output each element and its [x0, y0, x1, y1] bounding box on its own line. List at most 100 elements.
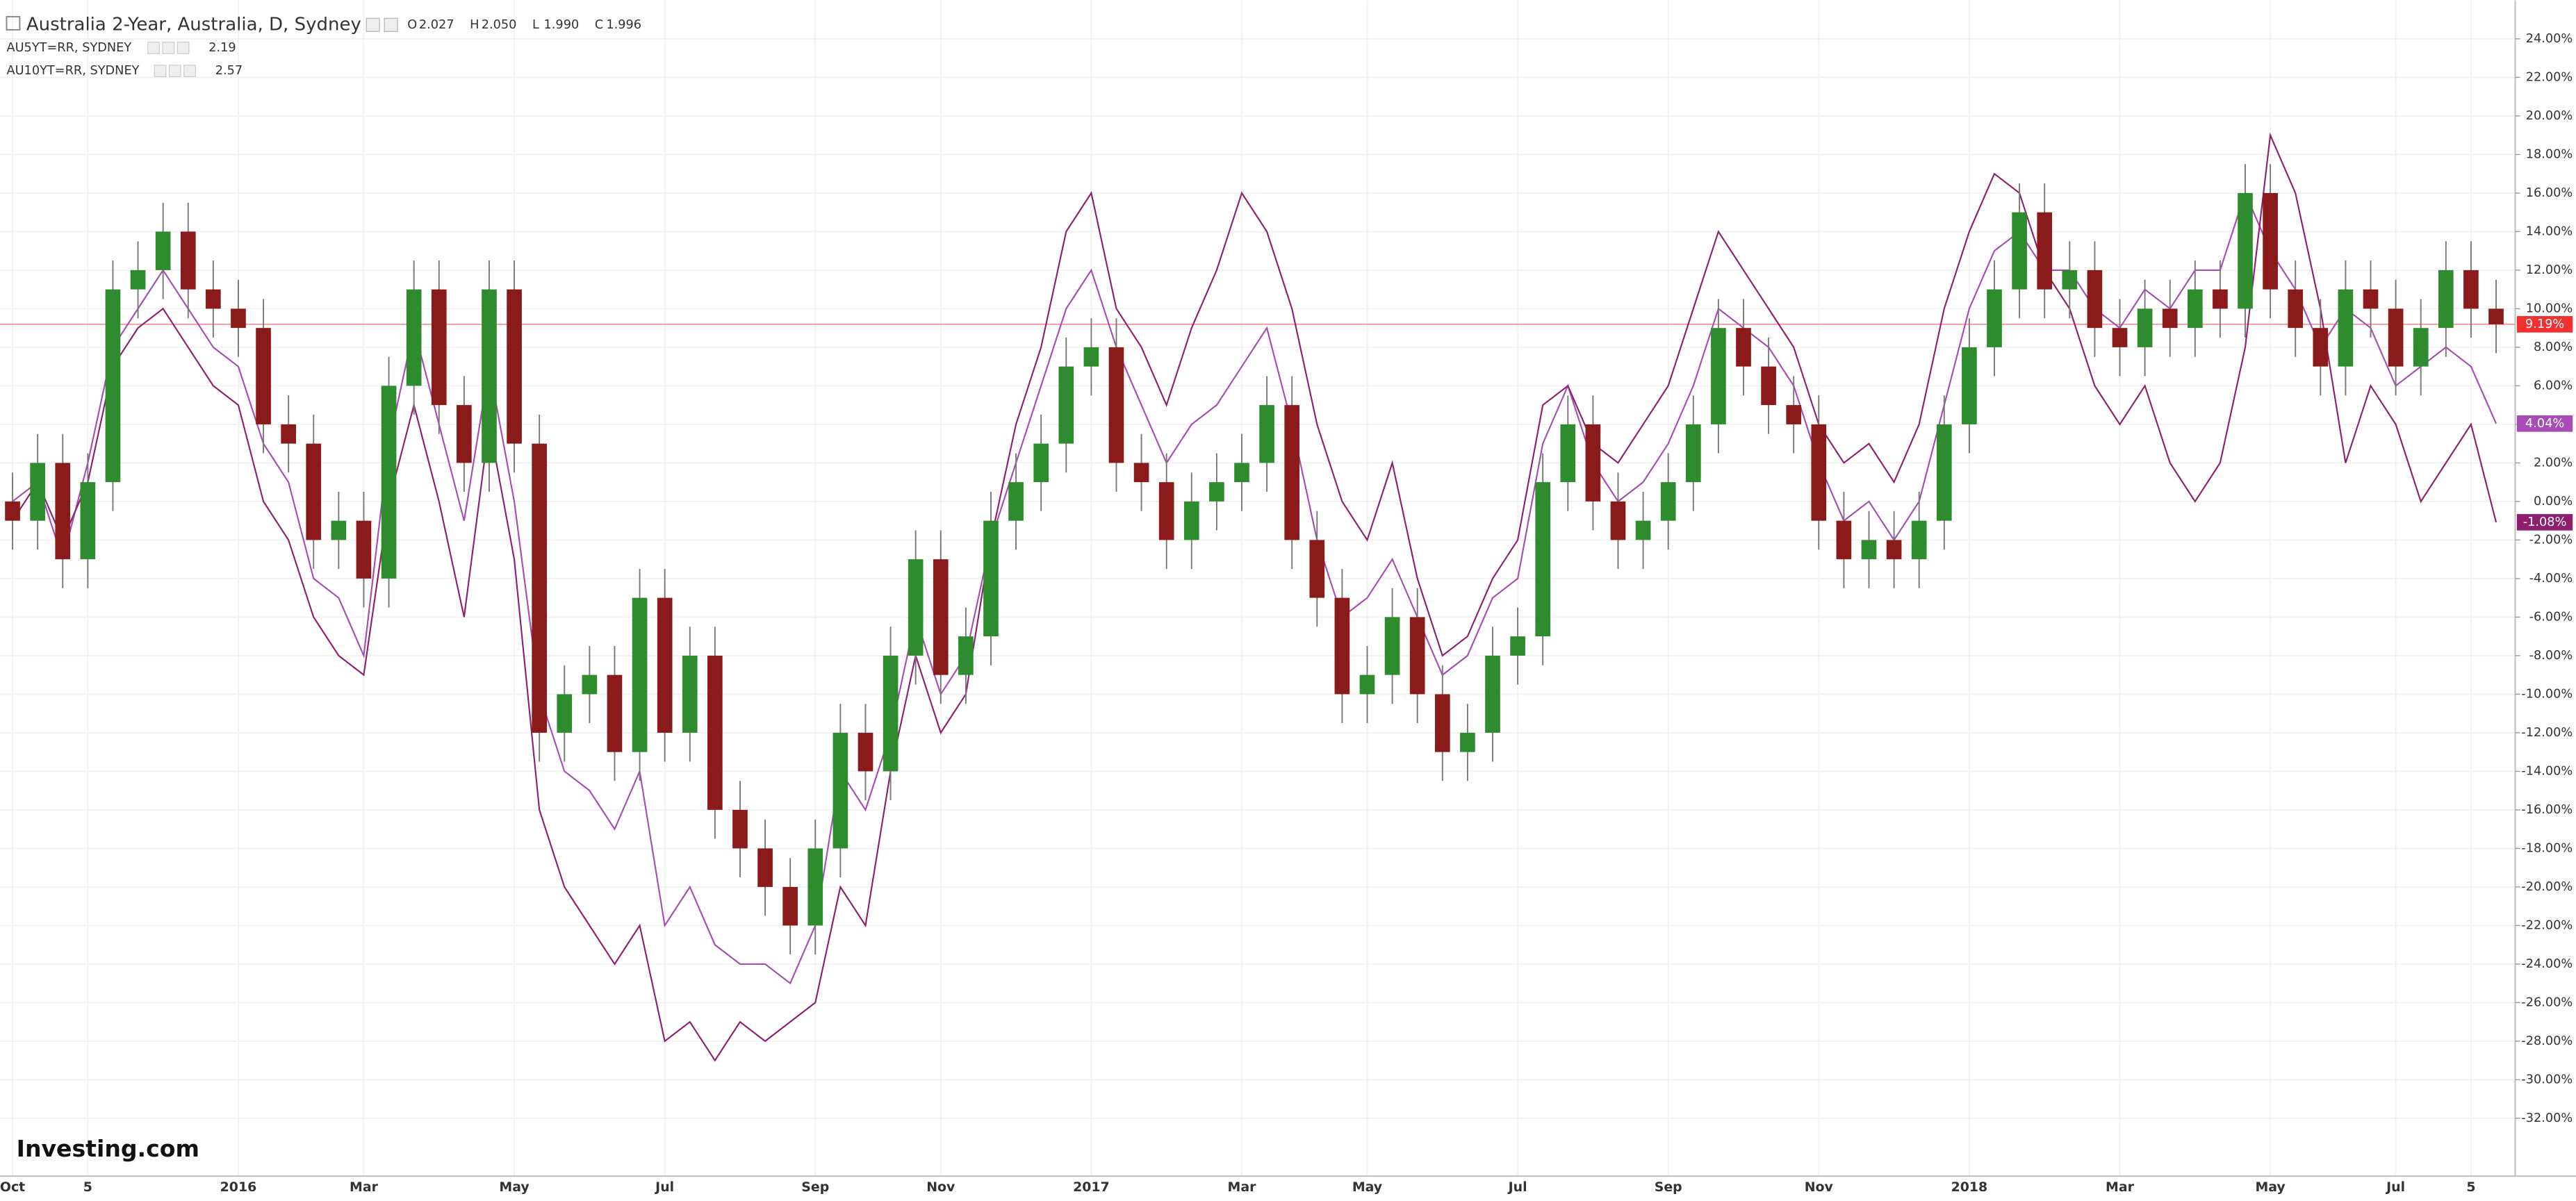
candle-body — [281, 424, 296, 444]
candle-body — [1359, 674, 1375, 695]
candle-body — [30, 463, 45, 521]
candle-body — [1962, 347, 1977, 424]
x-tick-label: Mar — [1228, 1179, 1257, 1195]
candle-body — [908, 559, 924, 656]
candle-body — [1987, 289, 2002, 347]
legend-value: 2.57 — [215, 64, 243, 78]
y-tick-label: 24.00% — [2526, 32, 2573, 46]
x-tick-label: Jul — [1507, 1179, 1527, 1195]
candle-body — [807, 848, 823, 926]
candle-body — [657, 597, 673, 733]
candle-body — [2238, 192, 2253, 309]
y-tick-label: 0.00% — [2534, 495, 2573, 508]
candle-body — [1234, 463, 1249, 483]
candle-body — [1535, 482, 1551, 637]
price-tag — [2516, 316, 2573, 333]
candle-body — [482, 289, 497, 463]
price-tag-label: 9.19% — [2525, 317, 2564, 331]
ohlc-key: H — [470, 18, 479, 32]
y-tick-label: 8.00% — [2534, 340, 2573, 354]
legend-icon — [177, 42, 190, 54]
candle-body — [582, 674, 598, 695]
candle-body — [1008, 482, 1024, 521]
chart-title: Australia 2-Year, Australia, D, Sydney — [26, 14, 361, 35]
y-tick-label: -28.00% — [2521, 1034, 2573, 1048]
candle-body — [1284, 405, 1300, 540]
candle-body — [1610, 501, 1626, 540]
y-tick-label: 14.00% — [2526, 224, 2573, 238]
candle-body — [1209, 482, 1224, 502]
legend-icon — [154, 65, 167, 77]
candle-body — [2338, 289, 2354, 367]
collapse-icon[interactable] — [6, 16, 21, 31]
candle-body — [2363, 289, 2379, 309]
ohlc-value: 1.990 — [544, 18, 580, 32]
candle-body — [782, 886, 798, 926]
candle-body — [1660, 482, 1676, 521]
y-tick-label: -18.00% — [2521, 841, 2573, 855]
candle-body — [2162, 308, 2178, 329]
price-tag-label: -1.08% — [2523, 515, 2567, 529]
candle-body — [130, 270, 146, 290]
series-line — [12, 132, 2497, 1062]
candle-body — [1861, 540, 1877, 560]
x-tick-label: 5 — [83, 1179, 92, 1195]
candle-body — [2037, 212, 2053, 290]
y-tick-label: 10.00% — [2526, 301, 2573, 315]
legend-icon — [168, 65, 181, 77]
candle-body — [532, 443, 547, 733]
candle-body — [2488, 308, 2504, 324]
candle-body — [2012, 212, 2027, 290]
legend-name: AU10YT=RR, SYDNEY — [6, 64, 139, 78]
y-tick-label: -6.00% — [2529, 610, 2573, 624]
x-tick-label: Nov — [926, 1179, 955, 1195]
candle-body — [707, 655, 723, 810]
ohlc-key: O — [407, 18, 417, 32]
candle-body — [2438, 270, 2454, 329]
candle-body — [1183, 501, 1199, 540]
y-tick-label: -26.00% — [2521, 995, 2573, 1009]
candle-body — [2062, 270, 2078, 290]
hide-icon[interactable] — [384, 17, 398, 33]
price-tag-label: 4.04% — [2525, 417, 2564, 431]
candle-body — [1334, 597, 1350, 695]
x-tick-label: May — [2255, 1179, 2285, 1195]
candle-body — [55, 463, 71, 560]
ohlc-key: L — [532, 18, 539, 32]
candle-body — [883, 655, 899, 772]
x-tick-label: Mar — [2106, 1179, 2135, 1195]
candle-body — [306, 443, 322, 540]
candle-body — [1259, 405, 1274, 463]
candle-body — [206, 289, 221, 309]
candle-body — [958, 636, 974, 675]
x-tick-label: 5 — [2466, 1179, 2475, 1195]
y-tick-label: 22.00% — [2526, 70, 2573, 84]
y-tick-label: 2.00% — [2534, 456, 2573, 470]
y-tick-label: 12.00% — [2526, 263, 2573, 277]
y-tick-label: -12.00% — [2521, 726, 2573, 740]
candle-body — [1836, 520, 1852, 560]
candle-body — [983, 520, 999, 637]
y-tick-label: -30.00% — [2521, 1072, 2573, 1086]
candle-body — [381, 386, 397, 579]
candle-body — [1083, 347, 1099, 367]
candle-body — [557, 694, 573, 733]
candle-body — [1711, 328, 1726, 424]
x-tick-label: May — [1352, 1179, 1382, 1195]
x-tick-label: Nov — [1805, 1179, 1834, 1195]
candle-body — [682, 655, 698, 733]
y-tick-label: -32.00% — [2521, 1111, 2573, 1125]
y-tick-label: -10.00% — [2521, 687, 2573, 701]
candle-body — [1560, 424, 1576, 483]
candle-body — [1033, 443, 1049, 483]
candle-body — [1585, 424, 1601, 502]
price-tag — [2516, 415, 2573, 432]
ohlc-value: 2.027 — [419, 18, 454, 32]
candle-body — [231, 308, 246, 329]
x-tick-label: Jul — [2385, 1179, 2405, 1195]
y-tick-label: -22.00% — [2521, 918, 2573, 932]
candle-body — [1434, 694, 1450, 752]
settings-icon[interactable] — [366, 17, 380, 33]
